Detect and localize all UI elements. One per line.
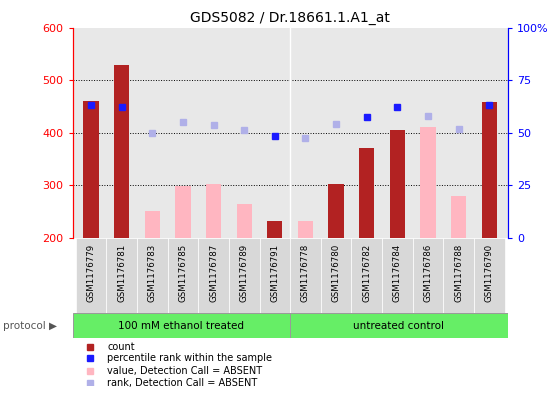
- Text: untreated control: untreated control: [353, 321, 445, 331]
- Bar: [413, 238, 444, 313]
- Bar: [321, 238, 352, 313]
- Bar: [298, 221, 313, 238]
- Bar: [451, 196, 466, 238]
- Bar: [290, 238, 321, 313]
- Bar: [482, 102, 497, 238]
- Text: GSM1176780: GSM1176780: [331, 244, 340, 302]
- Bar: [359, 149, 374, 238]
- Text: count: count: [107, 342, 135, 352]
- Text: protocol ▶: protocol ▶: [3, 321, 57, 331]
- Bar: [167, 238, 198, 313]
- Bar: [229, 238, 259, 313]
- Bar: [267, 221, 282, 238]
- Bar: [382, 238, 413, 313]
- Text: GSM1176783: GSM1176783: [148, 244, 157, 302]
- Bar: [259, 238, 290, 313]
- Text: GSM1176782: GSM1176782: [362, 244, 371, 302]
- Text: GSM1176789: GSM1176789: [240, 244, 249, 302]
- Bar: [198, 238, 229, 313]
- Bar: [106, 238, 137, 313]
- Bar: [175, 186, 190, 238]
- Bar: [83, 101, 99, 238]
- Bar: [474, 238, 505, 313]
- Bar: [75, 238, 106, 313]
- Bar: [420, 127, 436, 238]
- Text: percentile rank within the sample: percentile rank within the sample: [107, 353, 272, 364]
- Bar: [114, 65, 129, 238]
- Text: GSM1176788: GSM1176788: [454, 244, 463, 302]
- Bar: [206, 184, 221, 238]
- Text: rank, Detection Call = ABSENT: rank, Detection Call = ABSENT: [107, 378, 258, 388]
- Text: GSM1176785: GSM1176785: [179, 244, 187, 302]
- Text: GSM1176787: GSM1176787: [209, 244, 218, 302]
- Bar: [329, 184, 344, 238]
- Bar: [444, 238, 474, 313]
- Bar: [137, 238, 167, 313]
- Text: GSM1176786: GSM1176786: [424, 244, 432, 302]
- Text: GSM1176778: GSM1176778: [301, 244, 310, 302]
- Text: value, Detection Call = ABSENT: value, Detection Call = ABSENT: [107, 366, 262, 376]
- Text: GSM1176791: GSM1176791: [270, 244, 280, 302]
- Text: GSM1176781: GSM1176781: [117, 244, 126, 302]
- Text: GSM1176779: GSM1176779: [86, 244, 95, 302]
- Bar: [73, 313, 290, 338]
- Bar: [237, 204, 252, 238]
- Bar: [290, 313, 508, 338]
- Bar: [390, 130, 405, 238]
- Text: 100 mM ethanol treated: 100 mM ethanol treated: [118, 321, 244, 331]
- Bar: [145, 211, 160, 238]
- Title: GDS5082 / Dr.18661.1.A1_at: GDS5082 / Dr.18661.1.A1_at: [190, 11, 390, 25]
- Bar: [352, 238, 382, 313]
- Text: GSM1176784: GSM1176784: [393, 244, 402, 302]
- Text: GSM1176790: GSM1176790: [485, 244, 494, 302]
